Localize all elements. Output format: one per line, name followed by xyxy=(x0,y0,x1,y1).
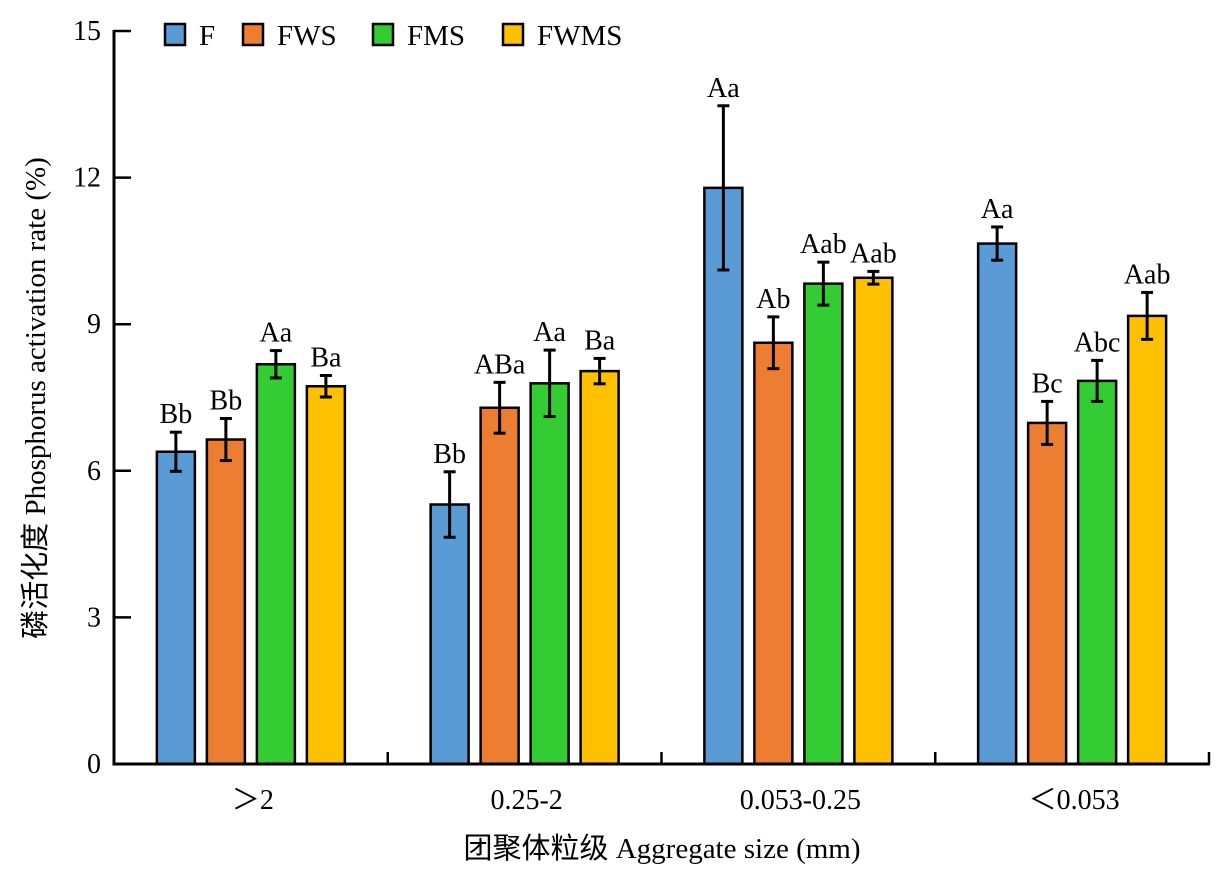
significance-label: Aa xyxy=(260,318,293,349)
x-tick-label: ＜0.053 xyxy=(1029,785,1120,816)
bars-layer xyxy=(155,186,1168,766)
y-tick-label: 6 xyxy=(87,456,101,487)
bar-f-4 xyxy=(976,242,1018,766)
x-tick-label: 0.25-2 xyxy=(490,785,562,816)
legend-label-fwms: FWMS xyxy=(537,20,622,52)
bar-fms-4 xyxy=(1076,379,1118,766)
significance-label: Bb xyxy=(433,439,466,470)
significance-label: Ab xyxy=(756,284,790,315)
y-tick-label: 3 xyxy=(87,602,101,633)
significance-label: Ba xyxy=(584,325,616,356)
significance-label: Aa xyxy=(981,194,1014,225)
legend-item-fms: FMS xyxy=(371,20,465,52)
significance-label: Aab xyxy=(800,229,847,260)
x-axis-title: 团聚体粒级 Aggregate size (mm) xyxy=(463,832,860,865)
bar-f-1 xyxy=(155,450,197,766)
legend-swatch-f xyxy=(163,22,187,47)
bar-fwms-1 xyxy=(305,385,347,766)
significance-label: Abc xyxy=(1074,327,1121,358)
legend-swatch-fwms xyxy=(501,22,525,47)
bar-f-3 xyxy=(703,186,744,766)
legend-label-fws: FWS xyxy=(277,20,337,52)
y-ticks-layer: 0 3 6 9 12 15 xyxy=(73,16,131,780)
bar-fws-1 xyxy=(205,438,247,766)
significance-label: Aa xyxy=(707,73,740,104)
legend-swatch-fws xyxy=(241,22,265,47)
bar-fms-3 xyxy=(803,282,844,766)
significance-label: Bb xyxy=(160,399,193,430)
legend-label-fms: FMS xyxy=(407,20,465,52)
significance-label: Aab xyxy=(1124,259,1171,290)
y-tick-label: 9 xyxy=(87,309,101,340)
x-tick-label: 0.053-0.25 xyxy=(740,785,861,816)
significance-label: Ba xyxy=(310,343,342,374)
bar-f-2 xyxy=(429,503,470,766)
y-tick-label: 0 xyxy=(87,749,101,780)
legend-item-f: F xyxy=(163,20,215,52)
significance-label: Bb xyxy=(210,386,243,417)
y-tick-label: 12 xyxy=(73,163,101,194)
y-axis-title: 磷活化度 Phosphorus activation rate (%) xyxy=(19,157,52,639)
legend-item-fws: FWS xyxy=(241,20,337,52)
bar-fws-3 xyxy=(753,341,794,766)
error-bars-layer xyxy=(169,104,1154,539)
significance-label: Aa xyxy=(533,317,566,348)
bar-fwms-3 xyxy=(853,276,894,766)
bar-fwms-4 xyxy=(1126,314,1168,766)
bar-fws-2 xyxy=(479,406,520,766)
bar-fms-1 xyxy=(255,363,297,766)
legend: F FWS FMS FWMS xyxy=(163,20,622,52)
significance-label: ABa xyxy=(474,349,526,380)
y-tick-label: 15 xyxy=(73,16,101,47)
significance-label: Aab xyxy=(850,238,897,269)
bar-fwms-2 xyxy=(579,369,620,766)
x-ticks-layer: ＞2 0.25-2 0.053-0.25 ＜0.053 xyxy=(232,752,1211,816)
legend-label-f: F xyxy=(199,20,215,52)
significance-label: Bc xyxy=(1032,368,1063,399)
bar-fms-2 xyxy=(529,382,570,766)
legend-swatch-fms xyxy=(371,22,395,47)
legend-item-fwms: FWMS xyxy=(501,20,622,52)
x-tick-label: ＞2 xyxy=(232,785,274,816)
bar-fws-4 xyxy=(1026,421,1068,766)
